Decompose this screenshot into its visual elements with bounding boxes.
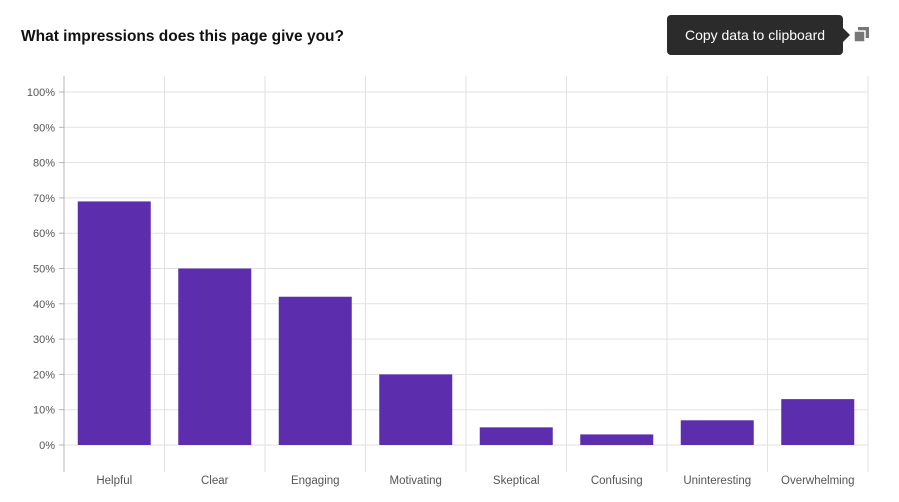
x-tick-label: Helpful	[96, 475, 132, 487]
chart-title: What impressions does this page give you…	[21, 28, 344, 45]
bar-overwhelming	[781, 399, 855, 445]
y-tick-label: 50%	[33, 264, 55, 276]
copy-icon-glyph	[853, 27, 869, 43]
bar-skeptical	[479, 427, 553, 445]
bar-confusing	[580, 434, 654, 445]
bar-helpful	[77, 201, 151, 445]
y-tick-label: 10%	[33, 405, 55, 417]
y-tick-label: 0%	[39, 440, 55, 452]
x-tick-label: Confusing	[591, 475, 643, 487]
bar-uninteresting	[680, 420, 754, 445]
y-tick-label: 60%	[33, 228, 55, 240]
x-tick-label: Uninteresting	[683, 475, 751, 487]
y-tick-label: 70%	[33, 193, 55, 205]
x-tick-label: Overwhelming	[781, 475, 855, 487]
y-tick-label: 80%	[33, 158, 55, 170]
copy-tooltip: Copy data to clipboard	[667, 15, 850, 55]
x-tick-label: Clear	[201, 475, 229, 487]
y-tick-label: 90%	[33, 122, 55, 134]
y-tick-label: 40%	[33, 299, 55, 311]
y-tick-label: 20%	[33, 369, 55, 381]
x-tick-label: Engaging	[291, 475, 340, 487]
copy-icon[interactable]	[852, 25, 872, 45]
bar-motivating	[379, 374, 453, 445]
bar-clear	[178, 268, 252, 445]
x-tick-label: Motivating	[390, 475, 442, 487]
y-tick-label: 30%	[33, 334, 55, 346]
y-tick-label: 100%	[27, 87, 55, 99]
x-tick-label: Skeptical	[493, 475, 540, 487]
bar-engaging	[278, 296, 352, 445]
